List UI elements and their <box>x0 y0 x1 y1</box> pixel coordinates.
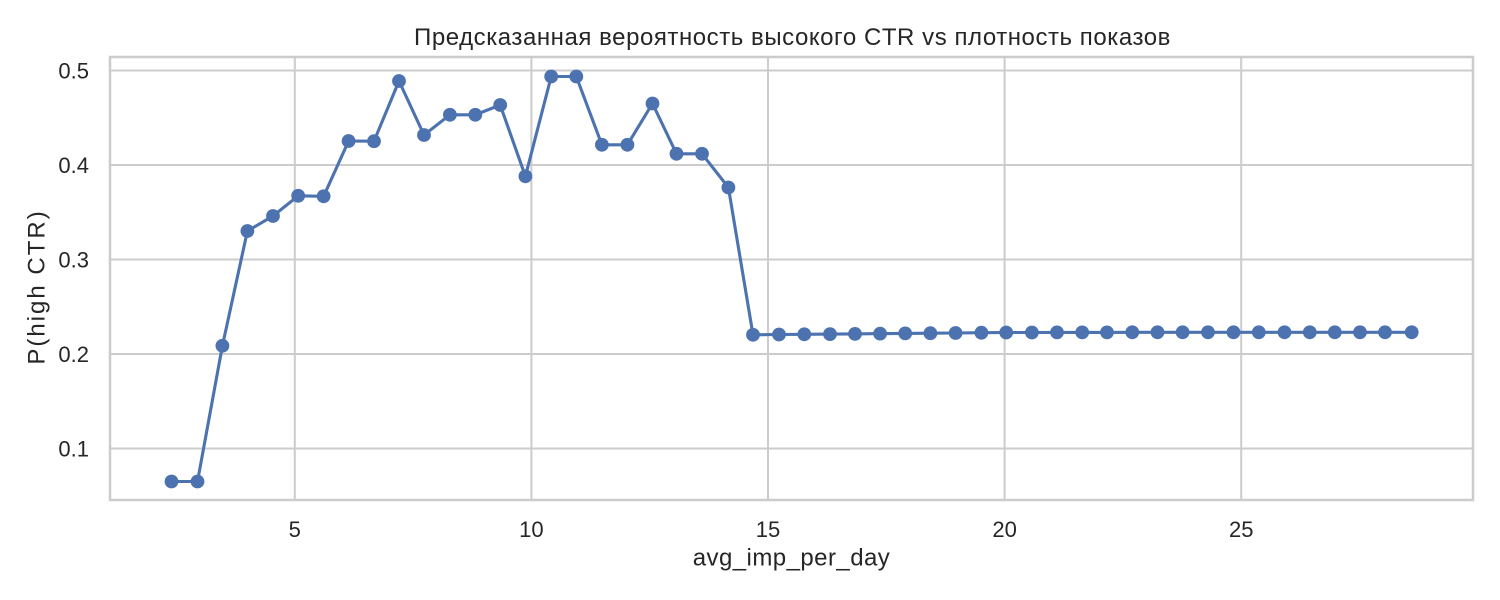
svg-text:0.3: 0.3 <box>58 248 89 273</box>
svg-text:0.1: 0.1 <box>58 437 89 462</box>
svg-text:0.2: 0.2 <box>58 342 89 367</box>
svg-text:0.5: 0.5 <box>58 59 89 84</box>
svg-text:20: 20 <box>992 517 1016 542</box>
svg-text:P(high CTR): P(high CTR) <box>24 209 51 364</box>
svg-text:Предсказанная вероятность высо: Предсказанная вероятность высокого CTR v… <box>414 24 1171 51</box>
svg-text:25: 25 <box>1229 517 1253 542</box>
svg-text:5: 5 <box>289 517 301 542</box>
svg-text:15: 15 <box>756 517 780 542</box>
svg-text:0.4: 0.4 <box>58 153 89 178</box>
svg-text:10: 10 <box>519 517 543 542</box>
svg-text:avg_imp_per_day: avg_imp_per_day <box>693 545 891 572</box>
